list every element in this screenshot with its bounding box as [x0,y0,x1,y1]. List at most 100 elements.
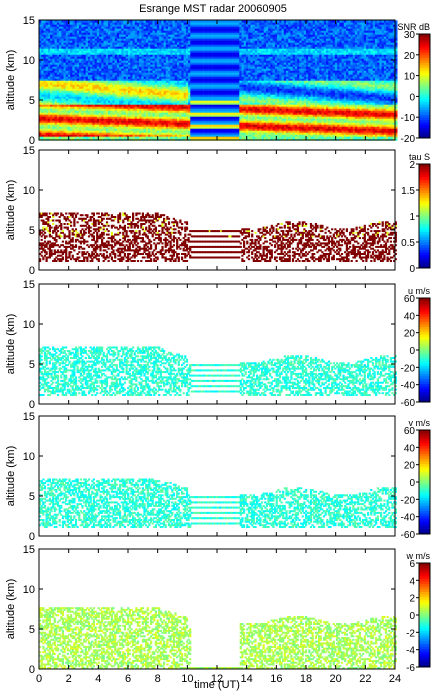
heatmap-cell [59,110,62,113]
heatmap-cell [47,90,51,93]
heatmap-cell [103,36,106,39]
heatmap-cell [110,126,113,129]
heatmap-cell [112,88,115,91]
heatmap-cell [65,36,69,39]
heatmap-cell [132,76,135,79]
heatmap-cell [143,122,147,125]
heatmap-cell [212,70,216,73]
heatmap-cell [192,30,195,33]
heatmap-cell [125,74,129,77]
heatmap-cell [119,100,122,103]
heatmap-cell [85,32,89,35]
heatmap-cell [145,20,149,23]
heatmap-cell [134,134,138,137]
heatmap-cell [223,122,227,125]
heatmap-cell [221,130,224,133]
heatmap-cell [119,42,122,45]
heatmap-cell [130,36,133,39]
heatmap-cell [70,64,73,67]
heatmap-cell [221,102,224,105]
heatmap-cell [170,42,173,45]
heatmap-cell [179,84,182,87]
heatmap-cell [96,68,100,71]
heatmap-cell [47,114,51,117]
heatmap-cell [121,20,124,23]
heatmap-cell [181,28,184,31]
heatmap-cell [94,30,98,33]
heatmap-cell [105,38,109,41]
heatmap-cell [56,74,60,77]
heatmap-cell [54,44,58,47]
heatmap-cell [141,58,144,61]
heatmap-cell [203,30,207,33]
heatmap-cell [103,40,106,43]
heatmap-cell [205,102,209,105]
heatmap-cell [212,42,216,45]
heatmap-cell [152,64,155,67]
heatmap-cell [59,100,62,103]
heatmap-cell [83,52,86,55]
heatmap-cell [79,78,82,81]
heatmap-cell [163,36,167,39]
heatmap-cell [61,116,64,119]
heatmap-cell [110,128,113,131]
heatmap-cell [47,122,51,125]
heatmap-cell [105,128,109,131]
heatmap-cell [221,22,224,25]
heatmap-cell [105,48,109,51]
heatmap-cell [105,88,109,91]
heatmap-cell [83,74,86,77]
heatmap-cell [101,28,104,31]
heatmap-cell [74,112,78,115]
heatmap-cell [150,124,153,127]
heatmap-cell [179,108,182,111]
heatmap-cell [121,118,124,121]
heatmap-cell [76,36,80,39]
heatmap-cell [119,44,122,47]
heatmap-cell [194,34,198,37]
heatmap-cell [174,76,178,79]
heatmap-cell [183,42,187,45]
heatmap-cell [87,134,91,137]
heatmap-cell [190,136,193,139]
heatmap-cell [128,54,131,57]
heatmap-cell [61,44,64,47]
heatmap-cell [105,82,109,85]
heatmap-cell [141,32,144,35]
heatmap-cell [76,132,80,135]
heatmap-cell [161,42,164,45]
heatmap-cell [67,68,71,71]
heatmap-cell [41,64,44,67]
heatmap-cell [174,130,178,133]
heatmap-cell [114,22,118,25]
heatmap-cell [139,108,142,111]
heatmap-cell [70,92,73,95]
heatmap-cell [134,46,138,49]
heatmap-cell [199,68,202,71]
heatmap-cell [67,56,71,59]
heatmap-cell [148,80,151,83]
heatmap-cell [123,86,127,89]
heatmap-cell [108,132,111,135]
heatmap-cell [145,40,149,43]
heatmap-cell [45,102,49,105]
heatmap-cell [96,72,100,75]
heatmap-cell [201,48,204,51]
heatmap-cell [83,46,86,49]
heatmap-cell [199,52,202,55]
heatmap-cell [194,40,198,43]
heatmap-cell [174,128,178,131]
heatmap-cell [148,104,151,107]
heatmap-cell [85,126,89,129]
heatmap-cell [132,114,135,117]
heatmap-cell [108,134,111,137]
heatmap-cell [194,88,198,91]
heatmap-cell [87,70,91,73]
heatmap-cell [125,110,129,113]
heatmap-cell [148,92,151,95]
heatmap-cell [105,92,109,95]
heatmap-cell [50,102,53,105]
heatmap-cell [123,54,127,57]
heatmap-cell [192,56,195,59]
